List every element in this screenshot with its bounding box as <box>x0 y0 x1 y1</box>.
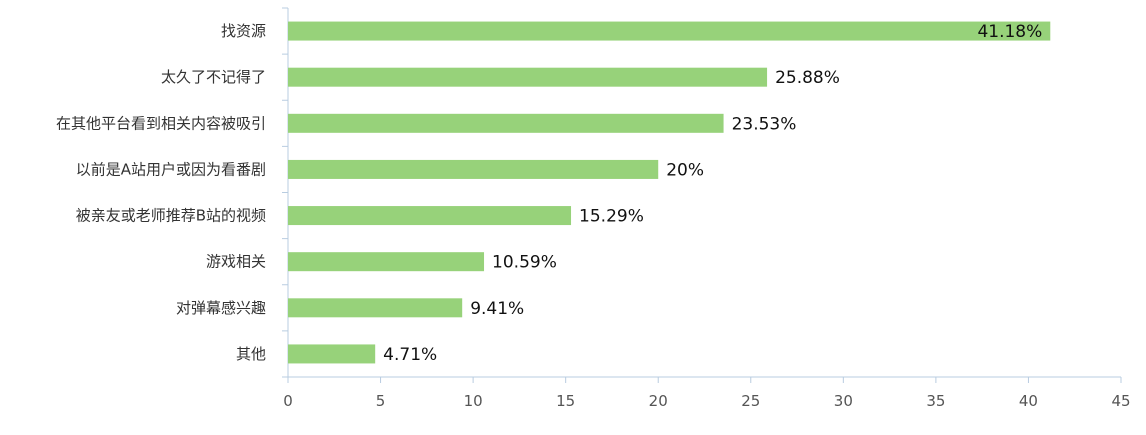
bar-4 <box>288 206 572 226</box>
x-tick-label: 45 <box>1111 392 1130 410</box>
bars <box>288 21 1051 364</box>
x-tick-label: 35 <box>926 392 945 410</box>
x-tick-label: 15 <box>556 392 575 410</box>
x-tick-label: 25 <box>741 392 760 410</box>
category-label: 在其他平台看到相关内容被吸引 <box>56 114 266 132</box>
x-tick-label: 40 <box>1019 392 1038 410</box>
category-label: 以前是A站用户或因为看番剧 <box>76 160 266 178</box>
category-label: 太久了不记得了 <box>161 68 266 86</box>
x-tick-label: 20 <box>649 392 668 410</box>
x-tick-label: 10 <box>464 392 483 410</box>
category-label: 被亲友或老师推荐B站的视频 <box>76 207 266 225</box>
bar-0 <box>288 21 1051 41</box>
value-label: 10.59% <box>492 253 557 273</box>
labels: 0 5 10 15 20 25 30 35 40 45 找资源 41.18% 太久了不记得了 25.88%… <box>56 22 1131 410</box>
category-label: 游戏相关 <box>206 253 266 271</box>
bar-1 <box>288 67 768 87</box>
bar-2 <box>288 113 724 133</box>
category-label: 对弹幕感兴趣 <box>176 299 266 317</box>
value-label: 23.53% <box>732 114 797 134</box>
bar-5 <box>288 252 485 272</box>
bar-7 <box>288 344 376 364</box>
value-label: 9.41% <box>470 299 524 319</box>
value-label: 4.71% <box>383 345 437 365</box>
x-tick-label: 0 <box>283 392 293 410</box>
bar-3 <box>288 159 659 179</box>
value-label: 15.29% <box>579 207 644 227</box>
x-tick-label: 5 <box>376 392 386 410</box>
axes <box>282 7 1122 383</box>
x-tick-label: 30 <box>834 392 853 410</box>
value-label: 25.88% <box>775 68 840 88</box>
value-label: 41.18% <box>977 22 1042 42</box>
value-label: 20% <box>666 160 704 180</box>
bar-6 <box>288 298 463 318</box>
category-label: 找资源 <box>221 22 266 40</box>
category-label: 其他 <box>236 345 266 363</box>
